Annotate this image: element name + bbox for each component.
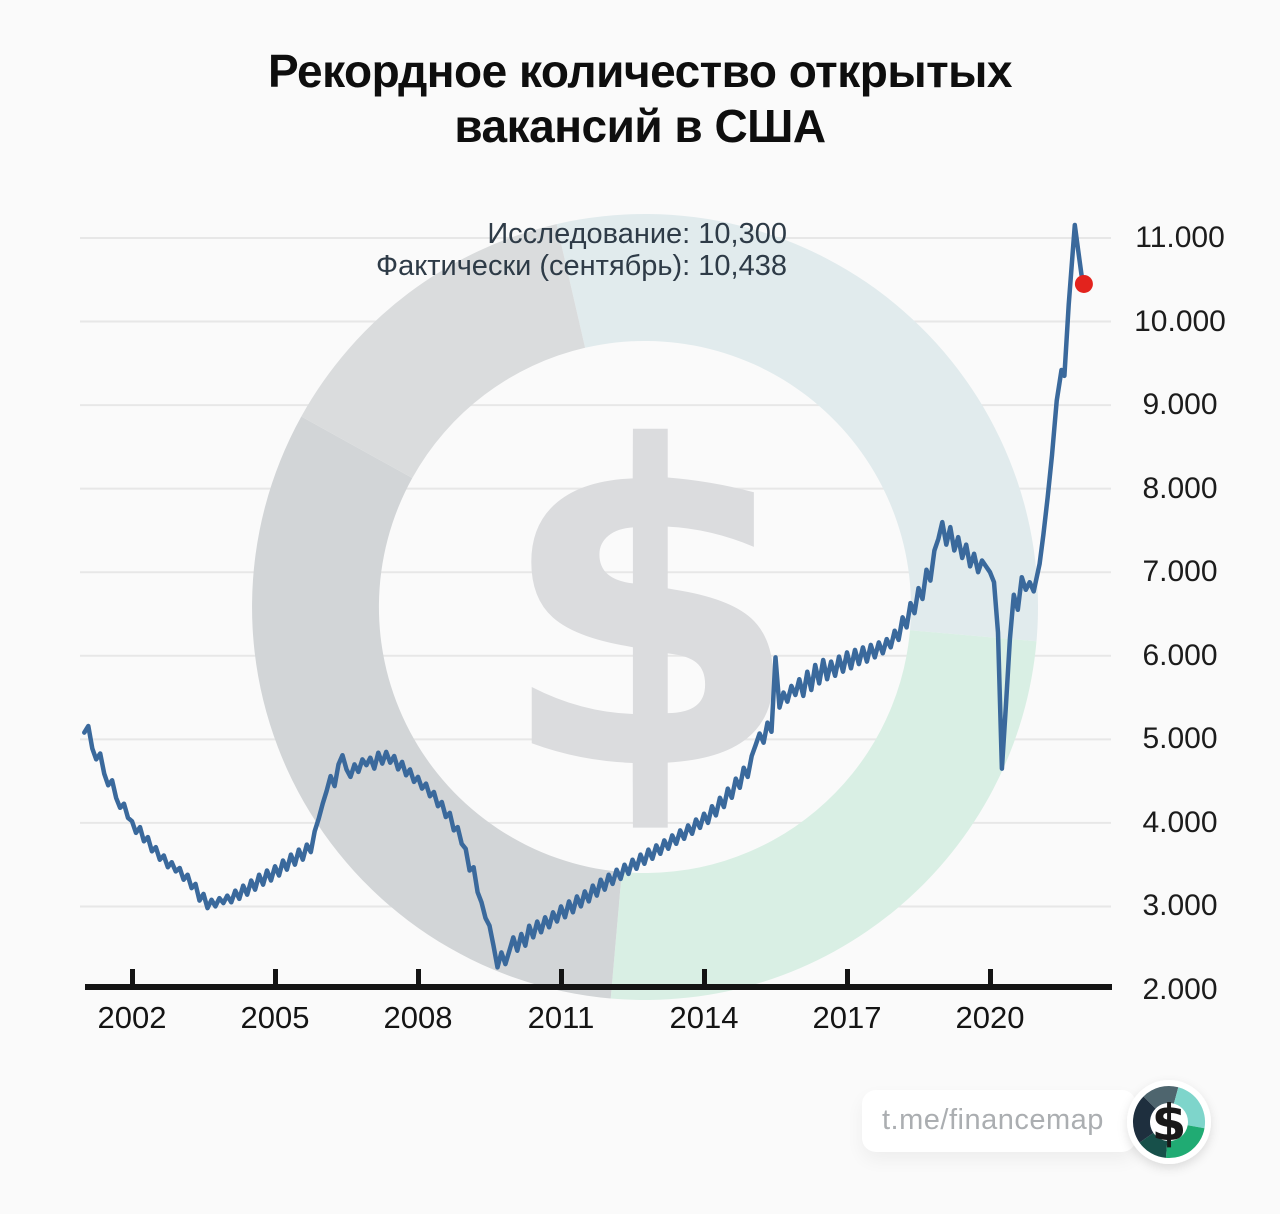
x-axis-tick xyxy=(701,969,707,984)
x-axis-tick xyxy=(844,969,850,984)
y-axis-label: 5.000 xyxy=(1142,722,1218,756)
x-axis-tick xyxy=(129,969,135,984)
annotation-actual-value: Фактически (сентябрь): 10,438 xyxy=(376,250,787,282)
y-axis-label: 6.000 xyxy=(1142,638,1218,672)
y-axis-label: 10.000 xyxy=(1134,304,1226,338)
page-title-line2: вакансий в США xyxy=(454,100,826,153)
x-axis-label: 2011 xyxy=(527,1000,595,1035)
annotation-survey-value: Исследование: 10,300 xyxy=(487,218,787,250)
x-axis-label: 2002 xyxy=(97,1000,167,1035)
logo-ring-cyan-segment xyxy=(1173,1087,1206,1129)
latest-value-marker xyxy=(1074,274,1093,293)
y-axis-label: 3.000 xyxy=(1142,889,1218,923)
x-axis-tick xyxy=(272,969,278,984)
logo-ring-navy-segment xyxy=(1132,1096,1156,1143)
page-title: Рекордное количество открытых вакансий в… xyxy=(0,44,1280,154)
logo-ring-green-segment xyxy=(1165,1125,1205,1159)
watermark-ring-gray-dark-segment xyxy=(252,416,622,999)
x-axis-label: 2005 xyxy=(240,1000,310,1035)
logo-ring-teal-segment xyxy=(1139,1132,1168,1158)
watermark-ring-mint-segment xyxy=(610,630,1037,1000)
x-axis-tick xyxy=(415,969,421,984)
x-axis-label: 2020 xyxy=(955,1000,1025,1035)
footer-handle-text[interactable]: t.me/financemap xyxy=(882,1104,1104,1136)
y-axis-label: 9.000 xyxy=(1142,388,1218,422)
x-axis-label: 2014 xyxy=(669,1000,739,1035)
watermark-ring-gray-light-segment xyxy=(301,224,586,478)
footer-handle-pill[interactable] xyxy=(862,1090,1136,1152)
watermark-dollar-icon: $ xyxy=(497,355,803,867)
y-axis-label: 8.000 xyxy=(1142,471,1218,505)
y-axis-label: 2.000 xyxy=(1142,973,1218,1006)
page-title-line1: Рекордное количество открытых xyxy=(267,45,1013,97)
x-axis-tick xyxy=(987,969,993,984)
x-axis-label: 2017 xyxy=(812,1000,882,1035)
watermark-ring-blue-segment xyxy=(556,214,1038,642)
y-axis-label: 7.000 xyxy=(1142,555,1218,589)
x-axis-tick xyxy=(558,969,564,984)
x-axis-line xyxy=(85,984,1112,990)
y-axis-label: 11.000 xyxy=(1135,221,1225,254)
data-line-series xyxy=(82,222,1087,970)
y-axis-label: 4.000 xyxy=(1142,805,1218,839)
chart-annotation: Исследование: 10,300 Фактически (сентябр… xyxy=(0,218,787,282)
logo-dollar-icon: $ xyxy=(1152,1094,1187,1152)
logo-ring-slate-segment xyxy=(1143,1085,1179,1109)
x-axis-label: 2008 xyxy=(383,1000,453,1035)
